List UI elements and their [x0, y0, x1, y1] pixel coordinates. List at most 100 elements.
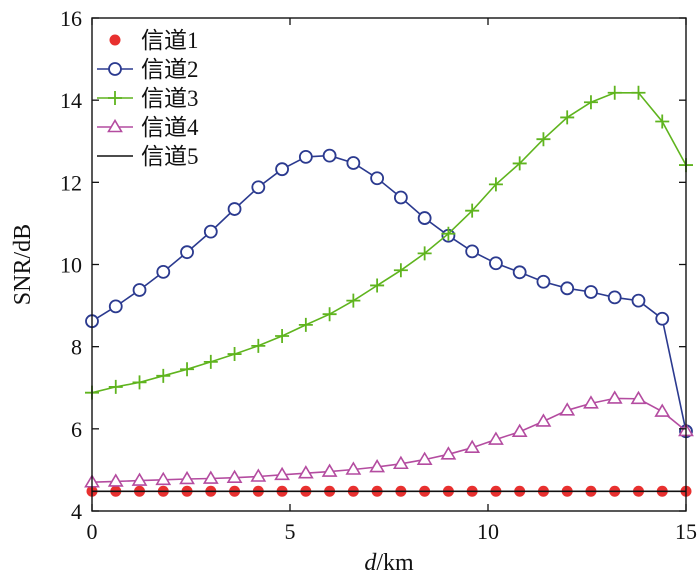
- legend-label: 信道3: [141, 86, 199, 111]
- series-3-point: [108, 379, 123, 394]
- series-3-point: [132, 375, 147, 390]
- y-tick-label: 12: [60, 170, 82, 195]
- series-4-point: [440, 446, 457, 460]
- series-3-point: [298, 317, 313, 332]
- series-3-point: [465, 203, 480, 218]
- y-axis-label: SNR/dB: [10, 224, 36, 305]
- series-4-point: [345, 461, 362, 475]
- x-axis-label: d/km: [364, 550, 414, 576]
- series-4-point: [369, 458, 386, 473]
- legend-item-5: 信道5: [97, 144, 199, 169]
- series-2-point: [584, 285, 598, 299]
- series-3-point: [393, 263, 408, 278]
- series-2-point: [132, 283, 147, 297]
- series-2-point: [417, 211, 432, 225]
- series-4-point: [179, 470, 195, 485]
- series-3-point: [156, 368, 171, 383]
- legend-item-2: 信道2: [97, 57, 199, 82]
- series-4-point: [274, 466, 290, 481]
- series-3: [85, 85, 693, 400]
- series-4-point: [392, 455, 409, 470]
- legend: 信道1 信道2 信道3 信道4 信道5: [97, 28, 199, 169]
- series-3-point: [583, 95, 598, 110]
- series-2-point: [489, 256, 503, 271]
- series-2-point: [655, 311, 670, 326]
- series-4-point: [226, 469, 243, 484]
- series-2-point: [607, 290, 622, 305]
- series-4-point: [654, 403, 671, 417]
- series-4-point: [321, 463, 338, 477]
- legend-label: 信道5: [141, 144, 199, 169]
- series-2-point: [465, 244, 480, 259]
- series-4-point: [131, 472, 148, 486]
- legend-marker: [107, 118, 123, 133]
- series-2-point: [298, 149, 313, 164]
- series-4-point: [630, 390, 647, 405]
- series-3-point: [251, 338, 266, 353]
- series-2-point: [322, 148, 337, 163]
- legend-label: 信道1: [141, 28, 199, 53]
- series-2-point: [370, 171, 385, 186]
- series-2-point: [227, 202, 242, 216]
- series-4-point: [583, 395, 599, 409]
- series-3-point: [370, 278, 385, 293]
- series-3-point: [631, 85, 646, 100]
- series-3-line: [91, 92, 687, 394]
- series-4-point: [559, 402, 576, 416]
- series-2-point: [346, 156, 361, 170]
- series-3-point: [203, 354, 218, 369]
- series-3-point: [607, 85, 622, 100]
- series-3-point: [536, 132, 551, 147]
- series-4-point: [488, 431, 504, 445]
- series-3-point: [227, 347, 242, 362]
- series-2-point: [631, 293, 646, 308]
- series-3-point: [655, 114, 670, 129]
- series-4-point: [202, 470, 219, 484]
- legend-item-1: 信道1: [109, 28, 199, 53]
- legend-label: 信道4: [141, 115, 199, 140]
- series-4-point: [511, 423, 528, 438]
- series-4-point: [297, 465, 314, 479]
- series-2-point: [393, 190, 408, 205]
- series-3-point: [275, 328, 290, 343]
- series-2-point: [180, 245, 194, 260]
- series-3-point: [488, 177, 503, 192]
- series-2-point: [275, 162, 289, 177]
- series-3-point: [417, 246, 432, 261]
- y-tick-label: 4: [71, 499, 82, 524]
- series-4-point: [606, 390, 623, 404]
- x-axis-label-variable: d: [364, 550, 377, 576]
- legend-item-3: 信道3: [97, 86, 199, 111]
- y-tick-label: 10: [60, 253, 82, 278]
- series-4-point: [416, 451, 433, 465]
- series-4-point: [250, 468, 267, 482]
- series-2-point: [512, 265, 527, 280]
- series-2-point: [251, 180, 266, 195]
- y-tick-label: 8: [71, 335, 82, 360]
- series-4: [84, 390, 694, 488]
- series-2: [85, 148, 693, 439]
- series-2-point: [560, 281, 575, 296]
- series-3-point: [180, 362, 195, 377]
- legend-marker: [108, 91, 122, 105]
- series-3-point: [346, 293, 361, 308]
- legend-marker: [108, 62, 122, 76]
- series-4-point: [535, 413, 552, 427]
- series-4-point: [464, 439, 481, 454]
- x-tick-label: 0: [87, 519, 98, 544]
- series-3-point: [441, 226, 456, 241]
- series-3-point: [512, 156, 527, 171]
- series-2-point: [156, 264, 171, 279]
- legend-label: 信道2: [141, 57, 199, 82]
- series-4-point: [155, 471, 172, 486]
- legend-marker: [109, 34, 121, 46]
- x-tick-label: 15: [675, 519, 697, 544]
- y-tick-label: 6: [71, 417, 82, 442]
- legend-item-4: 信道4: [97, 115, 199, 140]
- series-3-point: [322, 307, 337, 322]
- series-4-point: [107, 473, 124, 487]
- series-4-line: [91, 397, 687, 483]
- y-tick-label: 14: [60, 88, 82, 113]
- series-2-point: [536, 274, 551, 289]
